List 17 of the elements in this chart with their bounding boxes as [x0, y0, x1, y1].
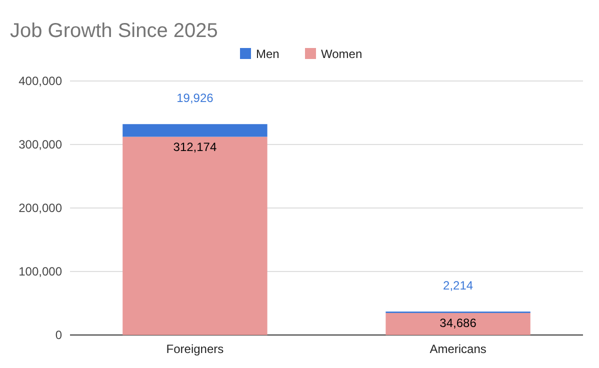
y-tick-label: 400,000 — [18, 74, 62, 88]
x-tick-label: Foreigners — [166, 342, 224, 356]
bar — [122, 136, 268, 335]
y-tick-label: 300,000 — [18, 138, 62, 152]
bar — [122, 124, 268, 137]
legend-label: Women — [321, 47, 362, 61]
data-label: 19,926 — [176, 91, 214, 106]
legend-label: Men — [256, 47, 280, 61]
data-label: 2,214 — [443, 278, 474, 293]
data-label: 312,174 — [173, 140, 217, 154]
bar — [386, 312, 530, 335]
y-tick-label: 0 — [55, 328, 62, 342]
y-tick-label: 100,000 — [18, 264, 62, 279]
data-label: 34,686 — [440, 316, 477, 330]
chart-title: Job Growth Since 2025 — [10, 20, 218, 42]
y-tick-label: 200,000 — [18, 201, 62, 216]
x-tick-label: Americans — [430, 342, 486, 356]
